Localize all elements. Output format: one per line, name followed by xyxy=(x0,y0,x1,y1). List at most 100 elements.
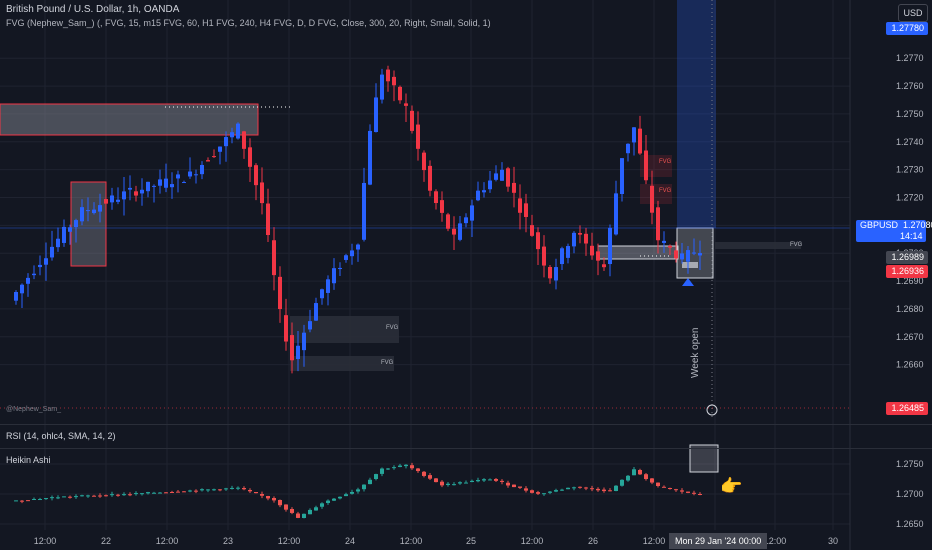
candle-body xyxy=(296,345,300,360)
candle-body xyxy=(44,258,48,265)
candle-body xyxy=(374,97,378,133)
candle-body xyxy=(116,199,120,202)
candle-body xyxy=(122,191,126,200)
candle-body xyxy=(248,147,252,167)
candle-body xyxy=(518,198,522,213)
candle-body xyxy=(662,240,666,243)
ha-candle-body xyxy=(62,496,66,498)
candle-body xyxy=(464,217,468,224)
y-tick-label: 1.2770 xyxy=(896,53,924,63)
ha-candle-body xyxy=(98,495,102,497)
ha-candle-body xyxy=(212,489,216,491)
x-tick-label: 22 xyxy=(101,536,111,546)
candle-body xyxy=(182,182,186,184)
ha-candle-body xyxy=(470,480,474,482)
symbol-price-pill: GBPUSD 1.27080 14:14 xyxy=(856,220,932,242)
ha-candle-body xyxy=(284,504,288,510)
candle-body xyxy=(434,191,438,204)
ha-candle-body xyxy=(140,493,144,495)
ha-candle-body xyxy=(560,489,564,491)
candle-body xyxy=(608,227,612,265)
ha-candle-body xyxy=(584,487,588,489)
ha-candle-body xyxy=(674,489,678,491)
ha-candle-body xyxy=(182,491,186,493)
candle-body xyxy=(104,199,108,204)
candle-body xyxy=(584,233,588,244)
ha-candle-body xyxy=(44,498,48,500)
candle-body xyxy=(392,76,396,86)
x-tick-label: 12:00 xyxy=(521,536,544,546)
ha-candle-body xyxy=(362,484,366,490)
rsi-legend[interactable]: RSI (14, ohlc4, SMA, 14, 2) xyxy=(6,431,116,441)
ha-y-tick-label: 1.2750 xyxy=(896,459,924,469)
candle-body xyxy=(614,193,618,235)
fvg-label: FVG xyxy=(386,325,399,331)
ha-candle-body xyxy=(632,469,636,476)
candle-body xyxy=(590,245,594,256)
candle-body xyxy=(80,207,84,222)
candle-body xyxy=(176,174,180,179)
candle-body xyxy=(68,227,72,232)
currency-button[interactable]: USD xyxy=(898,4,928,22)
candle-body xyxy=(446,214,450,229)
candle-body xyxy=(476,190,480,201)
symbol-label: GBPUSD xyxy=(860,220,899,230)
ha-candle-body xyxy=(200,489,204,491)
candle-body xyxy=(314,303,318,321)
ha-candle-body xyxy=(482,479,486,481)
candle-body xyxy=(458,223,462,240)
ha-candle-body xyxy=(128,494,132,496)
price-pill-top: 1.27780 xyxy=(886,22,928,35)
candle-body xyxy=(572,232,576,247)
ha-candle-body xyxy=(356,489,360,492)
indicator-legend[interactable]: FVG (Nephew_Sam_) (, FVG, 15, m15 FVG, 6… xyxy=(6,18,491,28)
candle-body xyxy=(332,268,336,284)
ha-candle-body xyxy=(224,488,228,490)
ha-candle-body xyxy=(218,489,222,491)
pane-separator[interactable] xyxy=(0,424,932,425)
candle-body xyxy=(224,137,228,147)
price-pill-c: 1.26485 xyxy=(886,402,928,415)
ha-candle-body xyxy=(386,468,390,470)
cursor-date-label: Mon 29 Jan '24 00:00 xyxy=(669,533,768,549)
candle-body xyxy=(236,123,240,139)
candle-body xyxy=(140,189,144,194)
ha-candle-body xyxy=(392,467,396,469)
candle-body xyxy=(404,103,408,106)
candle-body xyxy=(200,164,204,175)
ha-candle-body xyxy=(536,492,540,494)
candle-body xyxy=(368,130,372,185)
ha-candle-body xyxy=(374,474,378,479)
ha-candle-body xyxy=(188,490,192,492)
candle-body xyxy=(626,143,630,154)
grid-layer xyxy=(0,0,850,530)
ha-candle-body xyxy=(656,482,660,487)
heikin-ashi-legend[interactable]: Heikin Ashi xyxy=(6,455,51,465)
candle-body xyxy=(548,266,552,279)
ha-candle-body xyxy=(308,509,312,515)
pane-separator[interactable] xyxy=(0,448,932,449)
fvg-box xyxy=(290,316,399,343)
ha-candle-body xyxy=(458,482,462,484)
ha-candle-body xyxy=(50,497,54,499)
candle-body xyxy=(554,267,558,281)
ha-candle-body xyxy=(512,484,516,488)
fvg-box xyxy=(715,242,801,249)
ha-candle-body xyxy=(692,492,696,494)
ha-candle-body xyxy=(620,479,624,486)
fvg-boxes-layer xyxy=(0,0,850,473)
candle-body xyxy=(530,225,534,236)
candle-body xyxy=(14,292,18,301)
ha-candle-body xyxy=(488,479,492,481)
candle-body xyxy=(242,131,246,149)
ha-candle-body xyxy=(614,485,618,491)
ha-candle-body xyxy=(626,475,630,481)
candle-body xyxy=(644,150,648,181)
price-pill-b: 1.26936 xyxy=(886,265,928,278)
ha-y-tick-label: 1.2650 xyxy=(896,519,924,529)
ha-candle-body xyxy=(602,489,606,492)
ha-candle-body xyxy=(152,492,156,494)
ha-candle-body xyxy=(170,492,174,493)
